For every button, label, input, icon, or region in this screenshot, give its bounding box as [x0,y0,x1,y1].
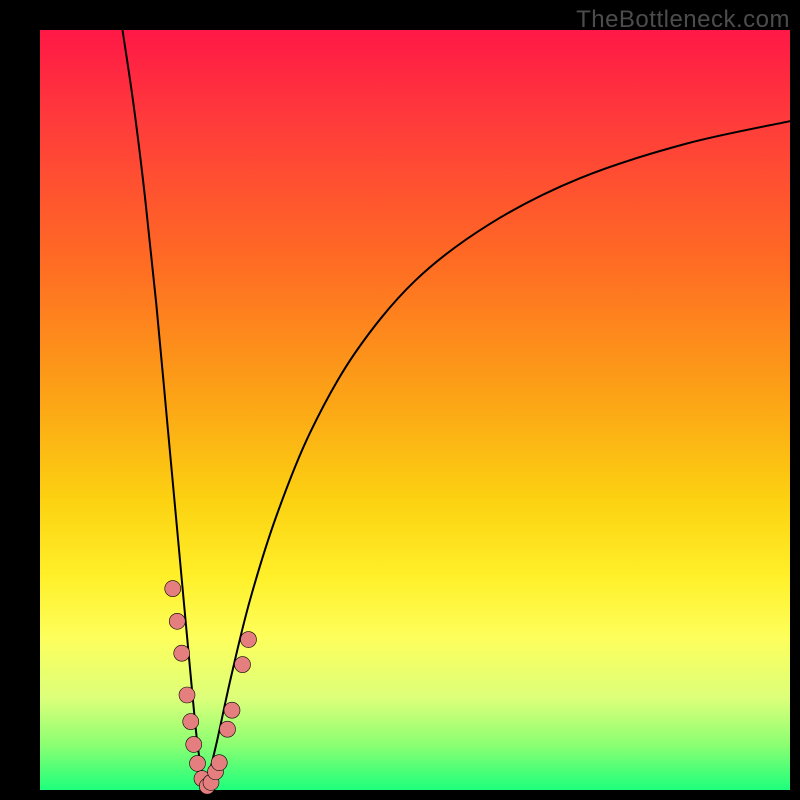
marker-dot [183,714,199,730]
marker-dot [235,657,251,673]
marker-dot [190,755,206,771]
marker-dot [241,632,257,648]
marker-dot [179,687,195,703]
plot-background [40,30,790,790]
marker-dot [174,645,190,661]
bottleneck-chart: TheBottleneck.com [0,0,800,800]
marker-dot [220,721,236,737]
chart-svg [0,0,800,800]
marker-dot [169,613,185,629]
marker-dot [211,755,227,771]
marker-dot [165,581,181,597]
watermark-text: TheBottleneck.com [576,6,790,34]
marker-dot [224,702,240,718]
marker-dot [186,736,202,752]
